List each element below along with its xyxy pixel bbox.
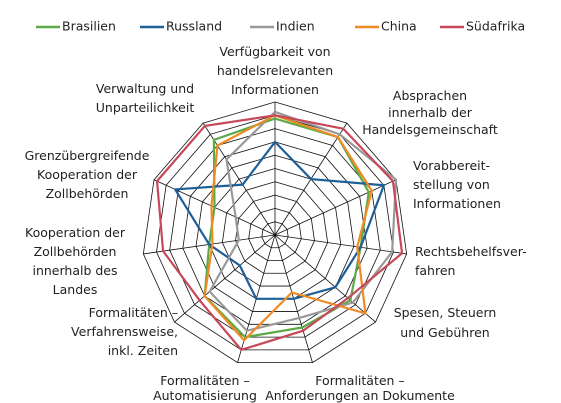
axis-label: Formalitäten – Verfahrensweise, inkl. Zeit… <box>71 305 178 358</box>
axis-label: Vorabbereit-stellung von Informationen <box>413 158 501 211</box>
axis-label-line: Rechtsbehelfsver- <box>415 244 527 259</box>
grid-ring <box>195 154 355 312</box>
axis-label: Verfügbarkeit von handelsrelevanten Inform… <box>217 44 333 97</box>
axis-label-line: Anforderungen an Dokumente <box>265 388 455 403</box>
grid-ring <box>261 221 289 249</box>
axis-label-line: Handelsgemeinschaft <box>362 122 498 137</box>
axis-label-line: inkl. Zeiten <box>108 343 178 358</box>
axis-label-line: innerhalb des <box>32 263 117 278</box>
axis-label-line: Informationen <box>231 82 319 97</box>
legend-label: China <box>381 19 417 34</box>
axis-label-line: Kooperation der <box>37 167 138 182</box>
axis-label-line: Verwaltung und <box>96 81 194 96</box>
axis-label-line: Absprachen <box>393 88 467 103</box>
axis-spoke <box>202 122 276 236</box>
legend-label: Russland <box>166 19 222 34</box>
axis-label-line: innerhalb der <box>388 105 473 120</box>
axis-label-line: Informationen <box>413 196 501 211</box>
axis-spoke <box>174 234 276 323</box>
series-line <box>208 110 398 332</box>
axis-label: Absprachen innerhalb der Handelsgemeinscha… <box>362 88 498 137</box>
legend-label: Brasilien <box>62 19 116 34</box>
axis-label-line: Automatisierung <box>153 388 257 403</box>
axis-label: Verwaltung und Unparteilichkeit <box>96 81 195 115</box>
axis-label-line: Grenzübergreifende <box>25 148 150 163</box>
axis-label-line: Unparteilichkeit <box>96 100 195 115</box>
axis-label-line: Zollbehörden <box>46 186 129 201</box>
grid-ring <box>142 101 408 364</box>
axis-label-line: Formalitäten – <box>89 305 178 320</box>
legend-label: Südafrika <box>466 19 525 34</box>
axis-spoke <box>274 234 376 323</box>
axis-spoke <box>274 234 407 255</box>
axis-label-line: stellung von <box>413 177 490 192</box>
axis-label-line: Verfahrensweise, <box>71 324 178 339</box>
axis-label-line: Formalitäten – <box>315 373 404 388</box>
axis-label-line: Verfügbarkeit von <box>219 44 330 59</box>
axis-label-line: Zollbehörden <box>34 244 117 259</box>
series-line <box>173 141 386 300</box>
series-line <box>155 114 404 352</box>
axis-label-line: Kooperation der <box>25 225 126 240</box>
axis-label: Formalitäten – Anforderungen an Dokumente <box>265 373 455 403</box>
axis-label-line: Spesen, Steuern <box>394 305 497 320</box>
axis-label-line: Vorabbereit- <box>413 158 490 173</box>
grid-ring <box>248 207 302 261</box>
axis-label-line: und Gebühren <box>400 325 489 340</box>
axis-spoke <box>274 179 397 236</box>
axis-label: Rechtsbehelfsver-fahren <box>415 244 527 278</box>
axis-label-line: fahren <box>415 263 455 278</box>
axis-label-line: Formalitäten – <box>160 373 249 388</box>
axis-label-line: Landes <box>53 282 98 297</box>
axis-label: Kooperation der Zollbehörden innerhalb des… <box>25 225 126 297</box>
axis-label: Grenzübergreifende Kooperation der Zollbeh… <box>25 148 150 201</box>
series-line <box>203 114 373 342</box>
grid-ring <box>221 181 329 287</box>
axis-label: Formalitäten – Automatisierung <box>153 373 257 403</box>
legend-label: Indien <box>276 19 315 34</box>
axis-label-line: handelsrelevanten <box>217 63 333 78</box>
axis-label: Spesen, Steuern und Gebühren <box>394 305 497 340</box>
grid-ring <box>235 194 315 274</box>
grid-ring <box>156 114 394 351</box>
